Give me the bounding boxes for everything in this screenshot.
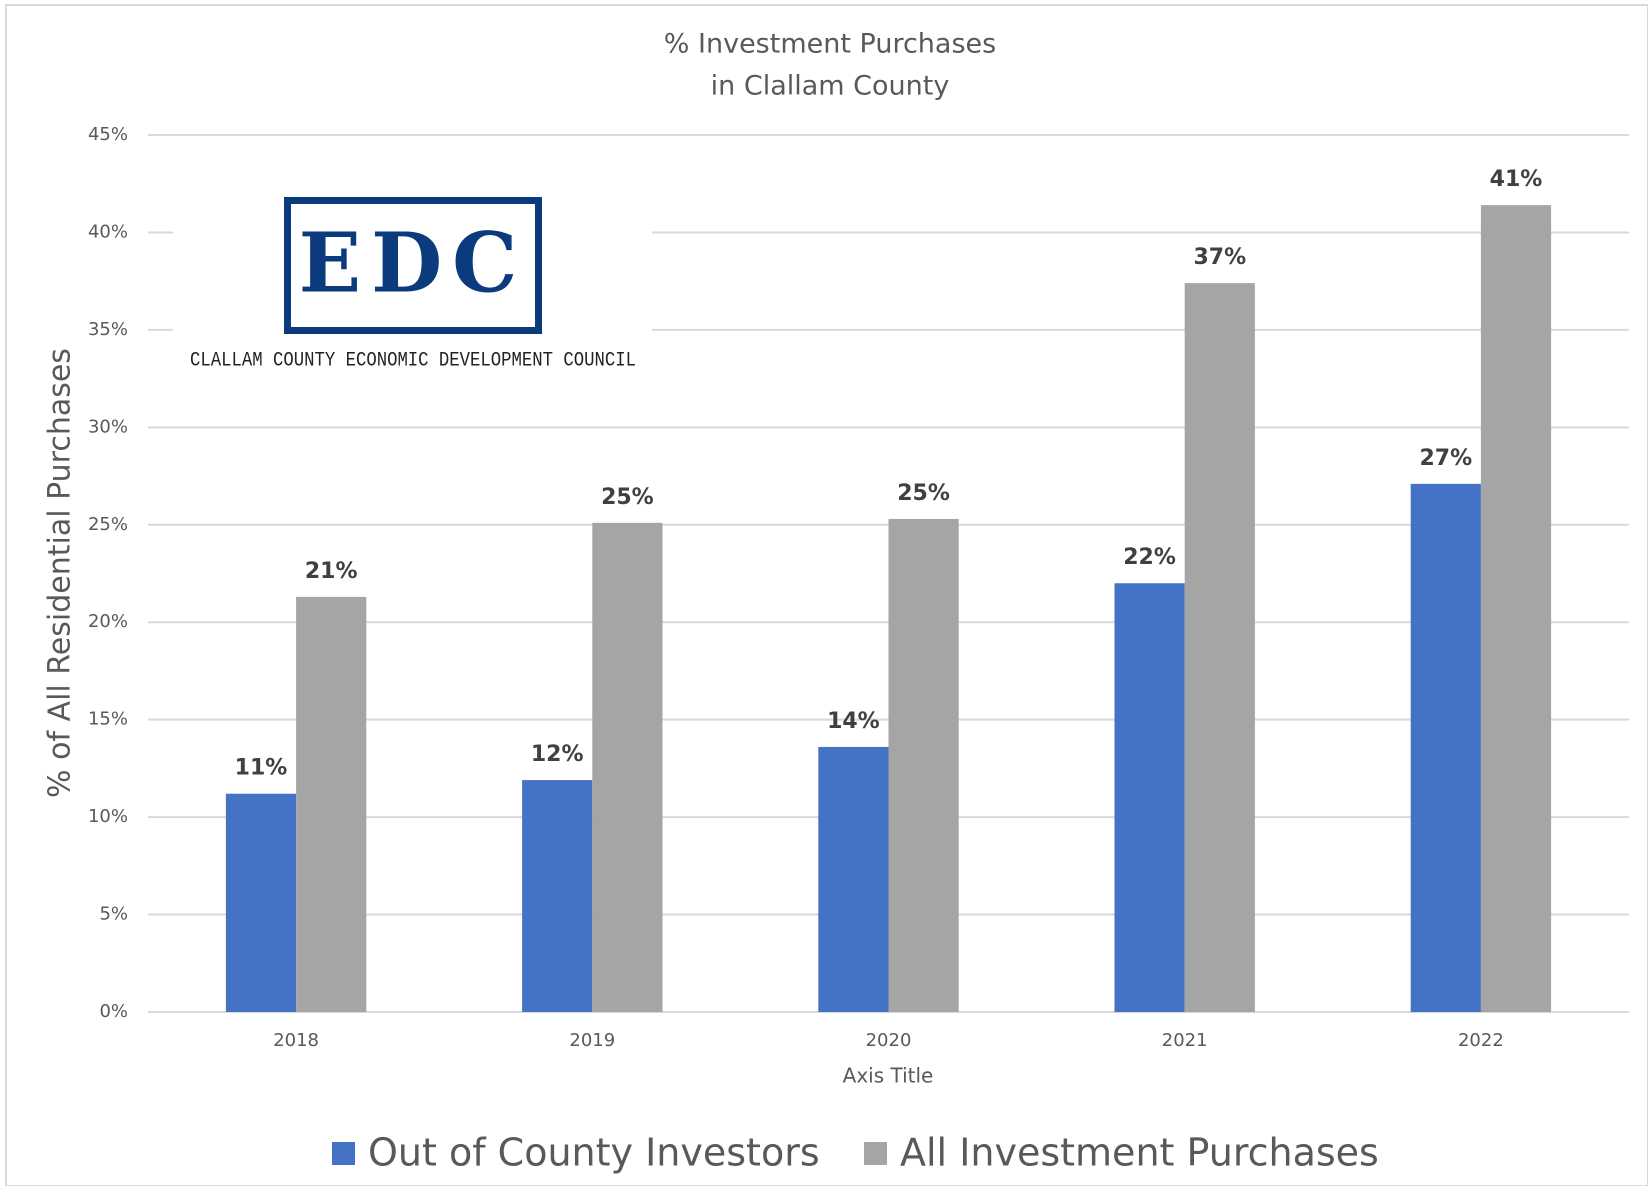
- y-tick-label: 0%: [99, 1001, 128, 1022]
- bar: [522, 780, 593, 1012]
- data-label: 22%: [1123, 545, 1176, 570]
- data-label: 41%: [1490, 167, 1543, 192]
- legend: Out of County Investors All Investment Pu…: [332, 1131, 1379, 1175]
- y-tick-label: 45%: [88, 124, 128, 145]
- data-label: 27%: [1419, 446, 1472, 471]
- y-axis-title: % of All Residential Purchases: [43, 348, 78, 798]
- logo: EDC CLALLAM COUNTY ECONOMIC DEVELOPMENT …: [173, 150, 652, 382]
- x-tick-label: 2020: [866, 1030, 912, 1051]
- legend-label: Out of County Investors: [368, 1131, 820, 1175]
- bar: [296, 596, 367, 1012]
- data-label: 12%: [531, 742, 584, 767]
- bar: [888, 518, 959, 1012]
- bar: [1480, 205, 1552, 1012]
- y-tick-label: 40%: [88, 221, 128, 242]
- bar: [592, 522, 663, 1012]
- y-tick-label: 15%: [88, 709, 128, 730]
- logo-frame: [284, 197, 542, 334]
- bar: [818, 746, 889, 1012]
- legend-swatch: [864, 1142, 887, 1165]
- x-axis-title: Axis Title: [843, 1064, 934, 1088]
- legend-swatch: [332, 1142, 355, 1165]
- x-tick-label: 2018: [273, 1030, 319, 1051]
- x-tick-label: 2019: [569, 1030, 615, 1051]
- bar: [1114, 583, 1185, 1012]
- y-tick-label: 20%: [88, 611, 128, 632]
- data-label: 14%: [827, 709, 880, 734]
- y-tick-label: 30%: [88, 416, 128, 437]
- y-tick-label: 35%: [88, 319, 128, 340]
- bar: [225, 793, 297, 1012]
- x-tick-label: 2022: [1458, 1030, 1504, 1051]
- bar: [1410, 483, 1481, 1013]
- bar: [1184, 283, 1255, 1012]
- legend-label: All Investment Purchases: [900, 1131, 1379, 1175]
- y-tick-label: 25%: [88, 514, 128, 535]
- data-label: 37%: [1193, 245, 1246, 270]
- y-tick-label: 5%: [99, 904, 128, 925]
- data-label: 25%: [897, 481, 950, 506]
- x-tick-label: 2021: [1162, 1030, 1208, 1051]
- data-label: 11%: [235, 756, 288, 781]
- y-tick-label: 10%: [88, 806, 128, 827]
- logo-text: EDC: [299, 215, 528, 311]
- bars: 2018 11% 21% 2019 12% 25% 2020 14% 25% 2021 22% 37%…: [225, 167, 1552, 1051]
- data-label: 21%: [305, 559, 358, 584]
- chart-title: % Investment Purchases: [664, 29, 996, 60]
- logo-background: [173, 150, 652, 382]
- logo-subtitle: CLALLAM COUNTY ECONOMIC DEVELOPMENT COUN…: [190, 349, 636, 372]
- data-label: 25%: [601, 485, 654, 510]
- chart-title: in Clallam County: [711, 71, 950, 102]
